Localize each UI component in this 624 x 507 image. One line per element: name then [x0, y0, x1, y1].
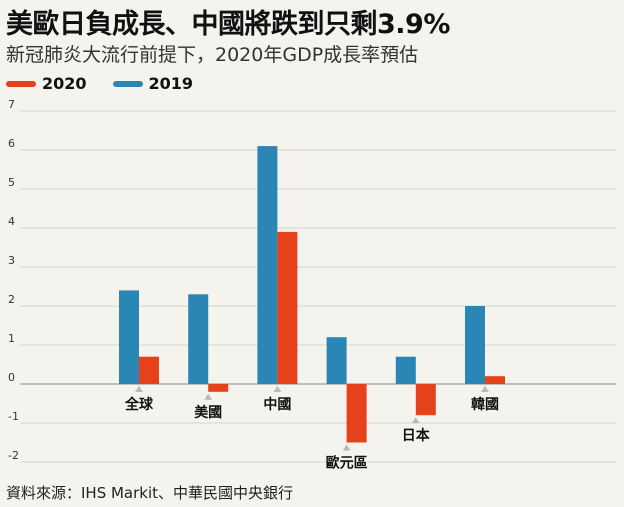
bar-2019	[188, 294, 209, 384]
y-tick-label: 4	[8, 215, 15, 228]
legend-label-2020: 2020	[42, 74, 87, 93]
bar-2020	[415, 384, 436, 416]
bar-2020	[485, 376, 505, 384]
category-marker	[342, 444, 351, 451]
y-tick-label: 1	[8, 332, 15, 345]
source-note: 資料來源：IHS Markit、中華民國中央銀行	[6, 484, 294, 502]
bar-2020	[208, 384, 229, 392]
bar-2019	[395, 356, 416, 384]
chart-subtitle: 新冠肺炎大流行前提下，2020年GDP成長率預估	[6, 44, 419, 66]
category-marker	[481, 386, 489, 392]
y-tick-label: -1	[8, 410, 19, 423]
category-marker	[135, 386, 143, 392]
chart-title: 美歐日負成長、中國將跌到只剩3.9%	[6, 9, 450, 40]
legend-item-2019: 2019	[112, 74, 194, 93]
y-tick-label: 3	[8, 254, 15, 267]
bar-2019	[465, 306, 485, 384]
category-marker	[273, 386, 282, 392]
y-tick-label: 7	[8, 98, 15, 111]
y-tick-label: 5	[8, 176, 15, 189]
y-tick-label: -2	[8, 449, 19, 462]
y-tick-label: 0	[8, 371, 15, 384]
legend-swatch-2020	[6, 80, 36, 87]
bar-2019	[257, 146, 278, 384]
bar-2019	[119, 290, 139, 384]
category-marker	[411, 417, 420, 424]
category-label: 日本	[402, 427, 431, 444]
category-label: 美國	[194, 404, 222, 421]
bar-2020	[346, 384, 367, 443]
category-label: 全球	[124, 396, 154, 413]
y-tick-label: 2	[8, 293, 15, 306]
bar-2020	[277, 231, 298, 384]
bar-2019	[326, 337, 347, 384]
bar-2020	[139, 356, 159, 384]
y-tick-label: 6	[8, 137, 15, 150]
legend: 2020 2019	[6, 74, 219, 93]
category-label: 中國	[263, 396, 291, 413]
legend-item-2020: 2020	[6, 74, 87, 93]
category-label: 歐元區	[326, 455, 368, 472]
legend-swatch-2019	[112, 80, 143, 87]
category-marker	[204, 393, 213, 400]
legend-label-2019: 2019	[148, 74, 194, 93]
category-label: 韓國	[471, 396, 499, 413]
